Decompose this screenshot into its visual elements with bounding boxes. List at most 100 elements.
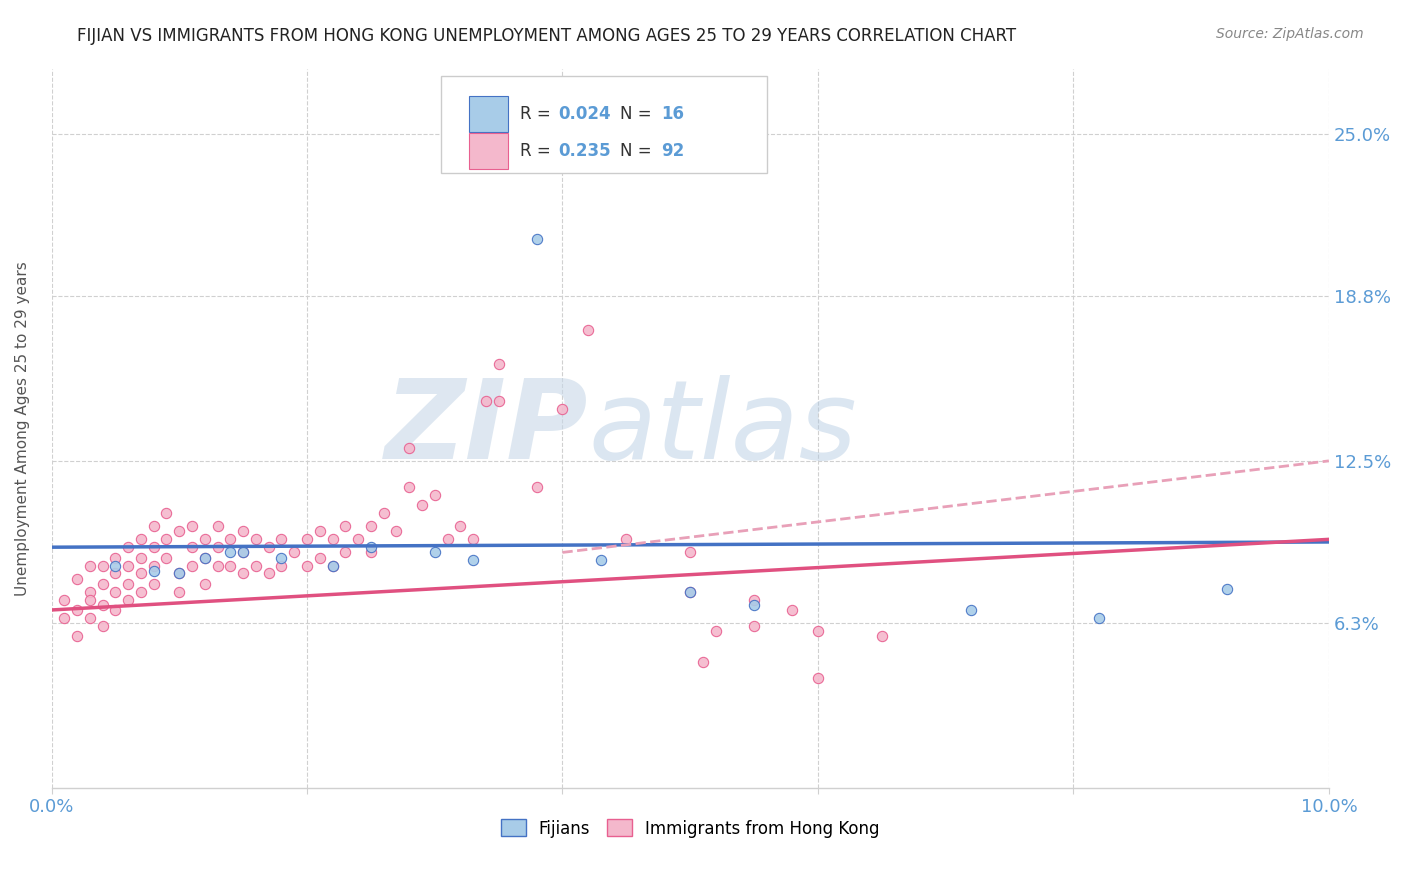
Point [91, 558, 114, 573]
Point [142, 576, 165, 591]
FancyBboxPatch shape [470, 96, 508, 132]
Point [117, 576, 139, 591]
Point [79, 611, 101, 625]
Point [53, 611, 76, 625]
Point [142, 564, 165, 578]
Point [475, 393, 498, 408]
Point [742, 598, 765, 612]
Point [167, 566, 190, 581]
Point [117, 540, 139, 554]
Point [129, 584, 152, 599]
Point [807, 624, 830, 638]
Point [960, 603, 983, 617]
Point [347, 533, 370, 547]
Point [181, 558, 204, 573]
Point [91, 598, 114, 612]
Point [155, 533, 177, 547]
Point [295, 558, 318, 573]
Point [142, 558, 165, 573]
Point [155, 506, 177, 520]
Point [219, 558, 242, 573]
Point [219, 533, 242, 547]
Text: R =: R = [520, 142, 557, 161]
Point [526, 480, 548, 494]
Point [692, 655, 714, 669]
Point [194, 550, 217, 565]
Point [335, 545, 357, 559]
Point [207, 558, 229, 573]
Text: 0.024: 0.024 [558, 105, 612, 123]
Point [870, 629, 893, 643]
Text: R =: R = [520, 105, 557, 123]
Point [436, 533, 458, 547]
Point [155, 550, 177, 565]
Point [461, 533, 484, 547]
Point [129, 550, 152, 565]
Point [167, 584, 190, 599]
Point [335, 519, 357, 533]
Point [245, 533, 267, 547]
Point [322, 558, 344, 573]
Point [308, 524, 330, 539]
Point [308, 550, 330, 565]
Point [104, 566, 127, 581]
Text: 0.235: 0.235 [558, 142, 612, 161]
Point [614, 533, 637, 547]
Point [129, 566, 152, 581]
Point [79, 584, 101, 599]
Point [1088, 611, 1111, 625]
Point [488, 357, 510, 371]
Text: atlas: atlas [588, 375, 856, 482]
Legend: Fijians, Immigrants from Hong Kong: Fijians, Immigrants from Hong Kong [494, 813, 887, 844]
Point [322, 533, 344, 547]
Point [181, 540, 204, 554]
Point [117, 592, 139, 607]
Point [295, 533, 318, 547]
Point [117, 558, 139, 573]
Point [423, 545, 446, 559]
Point [232, 545, 254, 559]
Point [373, 506, 395, 520]
Point [488, 393, 510, 408]
Text: N =: N = [620, 105, 657, 123]
Point [66, 572, 89, 586]
Text: Source: ZipAtlas.com: Source: ZipAtlas.com [1216, 27, 1364, 41]
Text: 16: 16 [661, 105, 683, 123]
Point [66, 629, 89, 643]
Text: 92: 92 [661, 142, 685, 161]
Text: N =: N = [620, 142, 657, 161]
Point [270, 533, 292, 547]
Point [270, 558, 292, 573]
Point [104, 558, 127, 573]
Text: FIJIAN VS IMMIGRANTS FROM HONG KONG UNEMPLOYMENT AMONG AGES 25 TO 29 YEARS CORRE: FIJIAN VS IMMIGRANTS FROM HONG KONG UNEM… [77, 27, 1017, 45]
Point [207, 519, 229, 533]
Point [385, 524, 408, 539]
Point [322, 558, 344, 573]
Point [576, 323, 599, 337]
Point [679, 545, 702, 559]
Point [411, 499, 433, 513]
Point [232, 524, 254, 539]
FancyBboxPatch shape [470, 133, 508, 169]
Point [360, 519, 382, 533]
Point [79, 592, 101, 607]
Point [104, 550, 127, 565]
Point [526, 231, 548, 245]
Point [283, 545, 305, 559]
Point [66, 603, 89, 617]
Point [704, 624, 727, 638]
Point [551, 401, 574, 416]
Point [91, 576, 114, 591]
Point [194, 550, 217, 565]
Point [232, 545, 254, 559]
Point [219, 545, 242, 559]
Point [104, 584, 127, 599]
Point [232, 566, 254, 581]
Point [360, 540, 382, 554]
Point [194, 533, 217, 547]
Text: ZIP: ZIP [384, 375, 588, 482]
Point [782, 603, 804, 617]
Point [53, 592, 76, 607]
Point [1215, 582, 1237, 596]
Point [257, 566, 280, 581]
